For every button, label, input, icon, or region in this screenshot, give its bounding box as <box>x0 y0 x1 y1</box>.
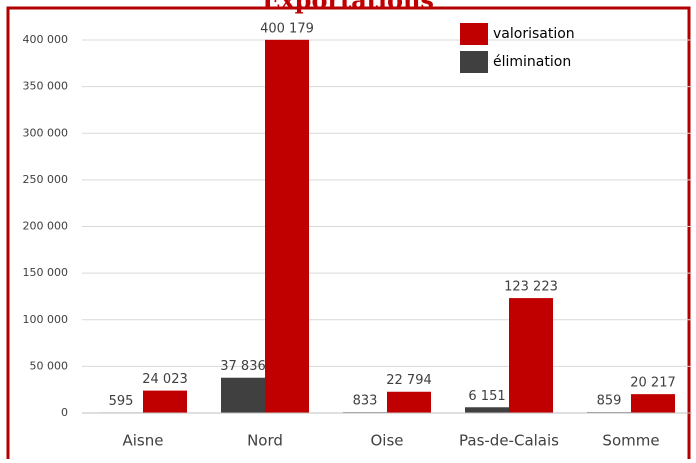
x-tick-label: Aisne <box>123 432 164 450</box>
value-label: 859 <box>597 394 622 409</box>
value-label: 400 179 <box>260 21 314 36</box>
bar <box>465 407 509 413</box>
y-tick-label: 400 000 <box>23 33 69 46</box>
y-tick-label: 250 000 <box>23 173 69 186</box>
value-label: 123 223 <box>504 280 558 295</box>
value-label: 833 <box>353 394 378 409</box>
value-label: 20 217 <box>630 376 676 391</box>
y-tick-label: 100 000 <box>23 313 69 326</box>
bar <box>221 377 265 413</box>
bar <box>631 394 675 413</box>
x-tick-label: Nord <box>247 432 283 450</box>
bar <box>509 298 553 413</box>
y-tick-label: 300 000 <box>23 126 69 139</box>
x-tick-label: Somme <box>602 432 659 450</box>
value-label: 6 151 <box>468 389 505 404</box>
legend-label: élimination <box>493 54 571 70</box>
y-tick-label: 50 000 <box>30 359 69 372</box>
chart-title: Exportations <box>262 0 434 15</box>
y-tick-label: 200 000 <box>23 220 69 233</box>
y-tick-label: 150 000 <box>23 266 69 279</box>
legend-swatch <box>460 51 488 73</box>
x-tick-label: Pas-de-Calais <box>459 432 559 450</box>
y-tick-label: 350 000 <box>23 80 69 93</box>
value-label: 37 836 <box>220 359 266 374</box>
x-tick-label: Oise <box>370 432 403 450</box>
value-label: 22 794 <box>386 373 432 388</box>
value-label: 595 <box>109 394 134 409</box>
legend-label: valorisation <box>493 26 575 42</box>
frame <box>6 6 691 463</box>
bar <box>143 390 187 413</box>
legend-swatch <box>460 23 488 45</box>
bar <box>265 39 309 414</box>
value-label: 24 023 <box>142 372 188 387</box>
bar <box>387 391 431 413</box>
y-tick-label: 0 <box>61 406 68 419</box>
